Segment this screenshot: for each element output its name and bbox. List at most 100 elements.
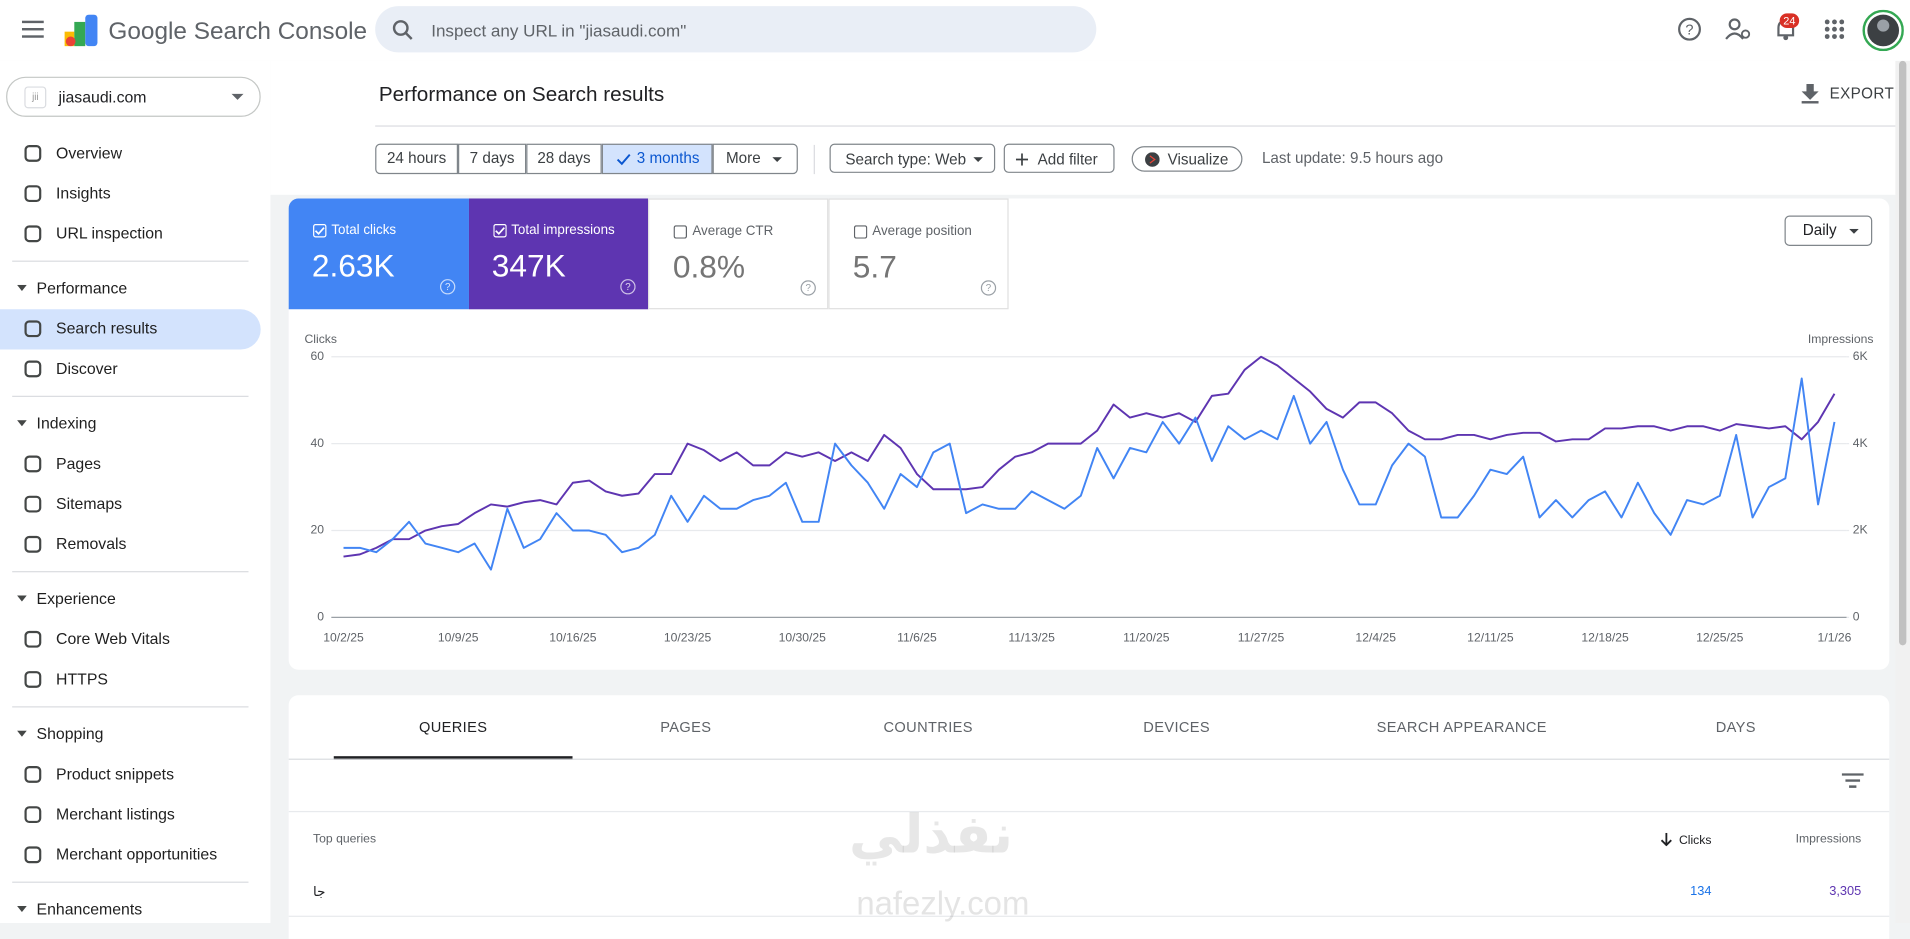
menu-icon[interactable] xyxy=(21,19,44,38)
nav-item[interactable]: Product snippets xyxy=(56,764,174,783)
scroll-thumb[interactable] xyxy=(1899,60,1907,646)
help-icon[interactable]: ? xyxy=(1677,17,1701,41)
ring xyxy=(619,279,636,295)
nav-item[interactable]: Insights xyxy=(56,183,111,203)
query-cell[interactable]: جا xyxy=(313,885,326,900)
date-range-button[interactable]: More xyxy=(712,143,798,175)
tab[interactable]: DAYS xyxy=(1715,718,1756,736)
section-toggle[interactable] xyxy=(17,595,27,602)
tab[interactable]: PAGES xyxy=(660,718,712,736)
nav-item[interactable]: Search results xyxy=(56,319,158,338)
nav-item[interactable]: HTTPS xyxy=(56,669,108,688)
icon-shape xyxy=(24,846,42,864)
nav-item[interactable]: Overview xyxy=(56,143,123,162)
check xyxy=(314,227,325,236)
metric-card[interactable]: Average position 5.7? xyxy=(828,198,1009,310)
q: ? xyxy=(625,282,631,293)
icon-shape xyxy=(24,185,42,203)
tab[interactable]: COUNTRIES xyxy=(883,718,973,736)
nav-divider xyxy=(12,881,249,883)
watermark-arabic: نفذلي xyxy=(849,804,1014,865)
search-type-filter[interactable]: Search type: Web xyxy=(829,143,996,173)
visualize-button[interactable]: Visualize xyxy=(1131,146,1243,172)
apps-icon[interactable] xyxy=(1824,19,1845,39)
tab[interactable]: DEVICES xyxy=(1143,718,1211,736)
date-range-button[interactable]: 3 months xyxy=(601,143,713,175)
nav-section[interactable]: Experience xyxy=(36,589,116,608)
date-range-button[interactable]: 7 days xyxy=(458,143,527,175)
arrow xyxy=(17,905,27,913)
metric-label: Total impressions xyxy=(511,222,615,238)
nav-item[interactable]: Discover xyxy=(56,359,118,378)
checkbox xyxy=(492,224,507,238)
nav-section[interactable]: Enhancements xyxy=(36,899,143,919)
plus-icon xyxy=(1015,153,1029,166)
svg-text:?: ? xyxy=(1685,22,1693,38)
section-toggle[interactable] xyxy=(17,730,27,737)
column-header[interactable]: Clicks xyxy=(1661,832,1711,848)
property-selector[interactable]: jii jiasaudi.com xyxy=(6,76,261,117)
metric-value: 0.8% xyxy=(672,248,746,285)
export-button[interactable]: EXPORT xyxy=(1829,85,1895,103)
metric-card[interactable]: Total impressions 347K? xyxy=(468,198,649,310)
column-header[interactable]: Impressions xyxy=(1795,832,1862,847)
box xyxy=(674,225,688,239)
help-icon: ? xyxy=(439,279,456,295)
section-toggle[interactable] xyxy=(17,284,27,292)
icon-shape xyxy=(24,360,42,378)
check xyxy=(616,154,631,166)
nav-item[interactable]: Merchant opportunities xyxy=(56,845,218,864)
tab-indicator xyxy=(333,756,573,760)
date-range-label: 3 months xyxy=(636,149,700,167)
metric-card[interactable]: Total clicks 2.63K? xyxy=(288,198,469,310)
visualize-icon xyxy=(1145,152,1160,167)
box xyxy=(854,225,868,239)
clicks-cell: 134 xyxy=(1690,884,1712,899)
arrow xyxy=(17,284,27,292)
dropdown-arrow xyxy=(973,157,984,162)
nav-icon xyxy=(24,225,42,243)
section-toggle[interactable] xyxy=(17,420,27,427)
url-inspect-bar[interactable]: Inspect any URL in "jiasaudi.com" xyxy=(375,6,1097,53)
nav-item[interactable]: Pages xyxy=(56,454,101,473)
icon-shape xyxy=(24,495,42,513)
nav-item[interactable]: Core Web Vitals xyxy=(56,629,170,648)
box xyxy=(492,224,507,238)
icon-shape xyxy=(24,630,42,648)
icon-shape xyxy=(24,320,42,338)
users-icon[interactable] xyxy=(1725,17,1752,41)
metric-value: 2.63K xyxy=(311,247,395,284)
divider xyxy=(813,144,815,175)
tab[interactable]: QUERIES xyxy=(418,718,488,736)
ring xyxy=(980,280,997,296)
filter-icon[interactable] xyxy=(1841,773,1864,789)
section-toggle[interactable] xyxy=(17,905,27,913)
date-range-button[interactable]: 24 hours xyxy=(375,143,459,175)
avatar[interactable] xyxy=(1862,9,1904,52)
property-icon: jii xyxy=(24,86,47,109)
date-range-button[interactable]: 28 days xyxy=(526,143,602,175)
metric-card[interactable]: Average CTR 0.8%? xyxy=(648,198,829,310)
checkbox xyxy=(674,225,688,239)
help-icon: ? xyxy=(619,279,636,295)
search-placeholder: Inspect any URL in "jiasaudi.com" xyxy=(431,20,687,41)
nav-divider xyxy=(12,571,249,573)
tab[interactable]: SEARCH APPEARANCE xyxy=(1376,718,1547,736)
add-filter[interactable]: Add filter xyxy=(1003,143,1115,173)
nav-item[interactable]: URL inspection xyxy=(56,224,163,243)
impressions-cell: 3,305 xyxy=(1829,884,1862,899)
nav-item[interactable]: Sitemaps xyxy=(56,494,123,513)
nav-section[interactable]: Indexing xyxy=(36,414,97,433)
nav-item[interactable]: Removals xyxy=(56,534,127,553)
page-header: Performance on Search results EXPORT 24 … xyxy=(270,60,1910,195)
granularity-select[interactable]: Daily xyxy=(1784,215,1873,246)
app-name: Google Search Console xyxy=(108,18,368,46)
nav-section[interactable]: Performance xyxy=(36,278,128,298)
add-filter-label: Add filter xyxy=(1037,150,1098,169)
nav-item[interactable]: Merchant listings xyxy=(56,804,175,824)
nav-divider xyxy=(12,395,249,397)
nav-icon xyxy=(24,806,42,824)
icon-shape xyxy=(24,671,42,688)
nav-section[interactable]: Shopping xyxy=(36,724,104,743)
